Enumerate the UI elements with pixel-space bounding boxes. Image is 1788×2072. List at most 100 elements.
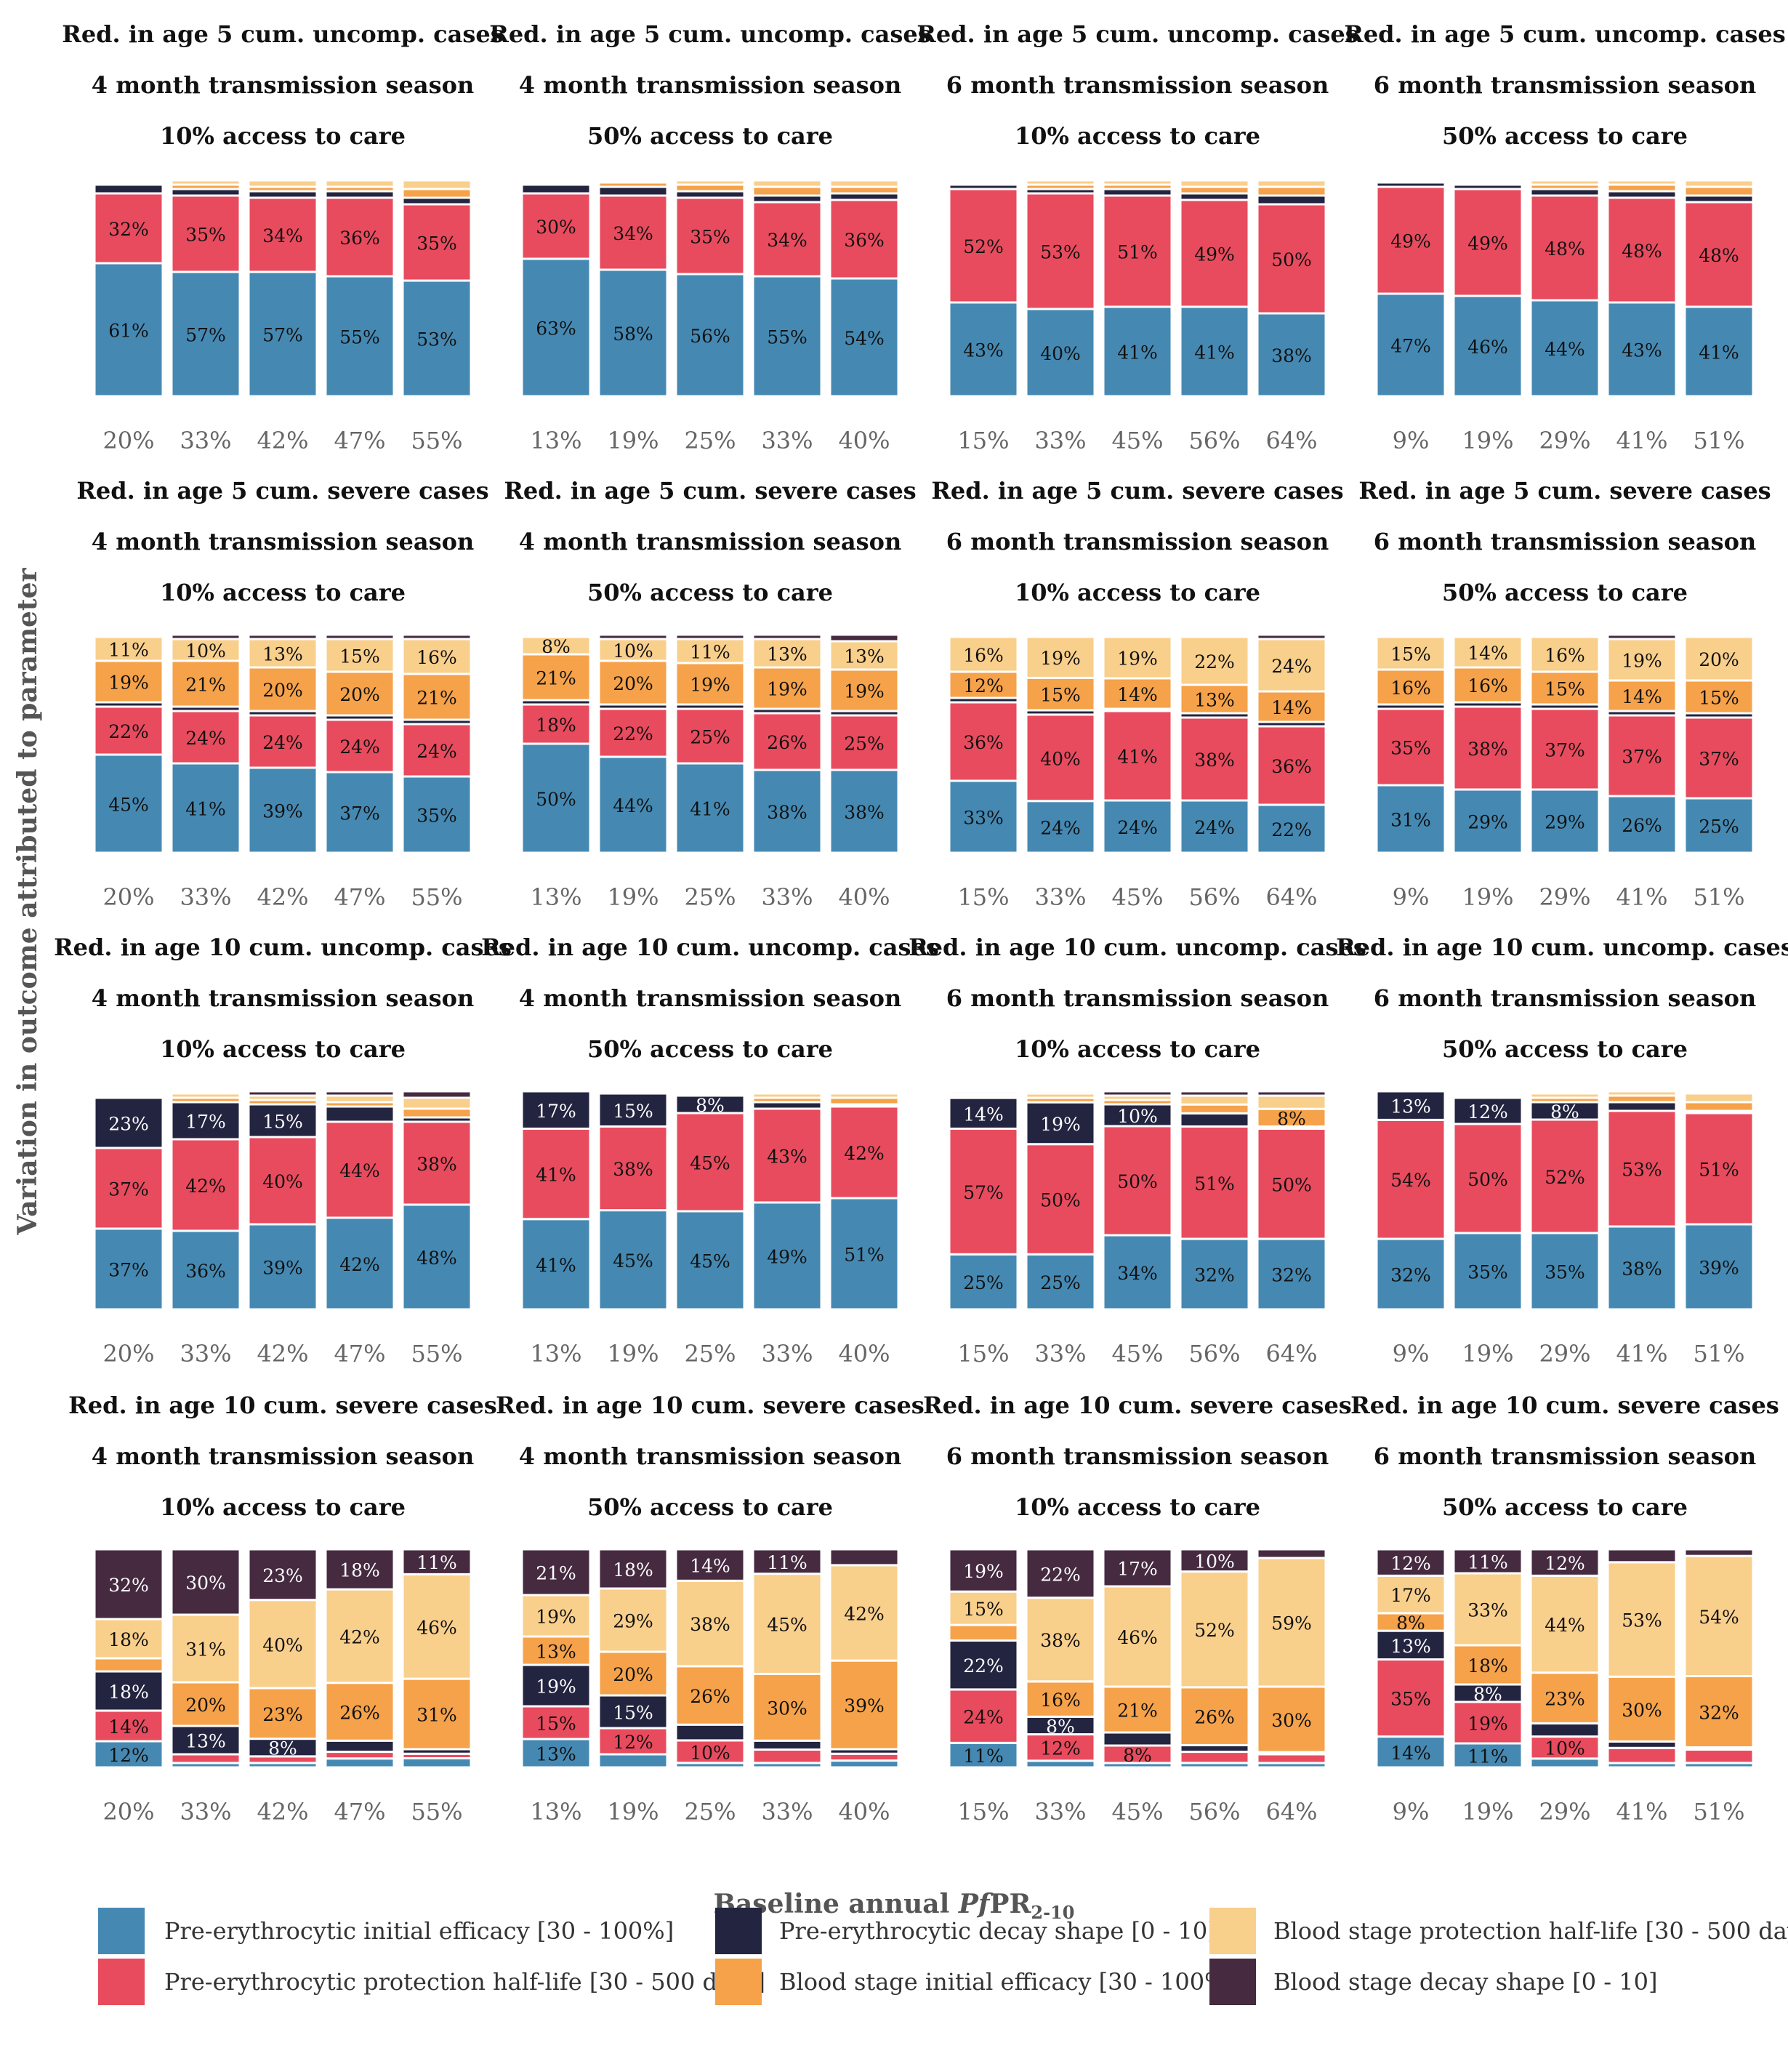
- legend-label-bs_decay: Blood stage decay shape [0 - 10]: [1273, 1968, 1658, 1996]
- data-label: 24%: [1194, 817, 1235, 838]
- panel-title-line: 6 month transmission season: [1374, 984, 1756, 1012]
- panel-9: Red. in age 10 cum. uncomp. cases 4 month…: [54, 933, 512, 1368]
- bar-segment-pre_hl: [93, 1147, 164, 1230]
- x-tick-label: 41%: [1616, 1798, 1667, 1826]
- data-label: 19%: [108, 672, 149, 694]
- bar-segment-pre_init: [752, 275, 823, 398]
- panel-title-line: 10% access to care: [160, 122, 406, 150]
- bar-segment-bs_init: [597, 1650, 669, 1697]
- data-label: 16%: [963, 645, 1004, 666]
- bar-segment-pre_hl: [324, 196, 395, 278]
- bar-segment-pre_hl: [1025, 1733, 1096, 1762]
- data-label: 42%: [185, 1176, 226, 1197]
- x-tick-label: 19%: [1462, 427, 1513, 454]
- data-label: 11%: [963, 1746, 1004, 1767]
- data-label: 13%: [844, 646, 885, 667]
- legend-swatch-pre_init: [98, 1908, 145, 1954]
- bar-segment-pre_hl: [401, 723, 472, 778]
- x-tick-label: 33%: [761, 1340, 813, 1368]
- bar-segment-pre_init: [170, 1229, 241, 1311]
- data-label: 15%: [1390, 644, 1431, 665]
- bar-segment-pre_init: [247, 270, 318, 398]
- data-label: 23%: [108, 1114, 149, 1135]
- data-label: 8%: [268, 1738, 297, 1759]
- bar-segment-pre_init: [1452, 1742, 1523, 1769]
- bar-segment-bs_init: [1179, 1103, 1250, 1115]
- panel-title-line: 50% access to care: [587, 1035, 833, 1063]
- data-label: 12%: [1467, 1101, 1508, 1123]
- data-label: 41%: [690, 799, 730, 820]
- data-label: 45%: [690, 1251, 730, 1272]
- bar-segment-pre_decay: [1452, 1096, 1523, 1125]
- panel-title-line: Red. in age 5 cum. uncomp. cases: [62, 20, 504, 48]
- data-label: 20%: [185, 1695, 226, 1716]
- panel-title-line: 50% access to care: [587, 122, 833, 150]
- bar-segment-pre_init: [324, 275, 395, 398]
- bar-segment-bs_hl: [1375, 177, 1446, 182]
- data-label: 15%: [1545, 679, 1585, 700]
- x-tick-label: 25%: [684, 1798, 736, 1826]
- x-tick-label: 20%: [102, 1340, 154, 1368]
- data-label: 51%: [1194, 1173, 1235, 1194]
- data-label: 20%: [262, 680, 303, 701]
- data-label: 16%: [416, 647, 457, 668]
- data-label: 17%: [1117, 1559, 1158, 1580]
- data-label: 54%: [1390, 1170, 1431, 1191]
- bar-segment-bs_decay: [247, 633, 318, 641]
- bar-segment-pre_hl: [1375, 1658, 1446, 1738]
- bar-segment-bs_decay: [752, 633, 823, 641]
- panel-title-line: 10% access to care: [160, 579, 406, 606]
- x-tick-label: 19%: [607, 1798, 659, 1826]
- bar-segment-bs_init: [401, 1107, 472, 1119]
- bar-segment-bs_decay: [93, 633, 164, 638]
- data-label: 48%: [1699, 245, 1739, 266]
- data-label: 26%: [767, 732, 808, 753]
- data-label: 14%: [963, 1104, 1004, 1125]
- bar-segment-pre_init: [1452, 788, 1523, 854]
- data-label: 36%: [339, 228, 380, 249]
- x-tick-label: 42%: [257, 1340, 308, 1368]
- data-label: 20%: [339, 684, 380, 705]
- x-tick-label: 13%: [530, 1340, 581, 1368]
- bar-segment-bs_decay: [401, 1090, 472, 1099]
- data-label: 18%: [108, 1629, 149, 1650]
- data-label: 24%: [1117, 817, 1158, 838]
- data-label: 8%: [1473, 1684, 1502, 1705]
- x-tick-label: 25%: [684, 883, 736, 911]
- bar-segment-bs_decay: [597, 1548, 669, 1590]
- x-tick-label: 33%: [761, 1798, 813, 1826]
- bar-segment-bs_init: [1452, 666, 1523, 704]
- bar-segment-pre_decay: [247, 1738, 318, 1758]
- data-label: 31%: [416, 1705, 457, 1726]
- x-tick-label: 13%: [530, 1798, 581, 1826]
- legend-label-pre_hl: Pre-erythrocytic protection half-life [3…: [164, 1968, 766, 1996]
- data-label: 19%: [536, 1607, 576, 1628]
- x-tick-label: 15%: [957, 1798, 1009, 1826]
- bar-segment-pre_decay: [597, 1694, 669, 1730]
- x-tick-label: 47%: [334, 1340, 385, 1368]
- bar-segment-pre_init: [401, 1203, 472, 1311]
- data-label: 52%: [1545, 1167, 1585, 1188]
- data-label: 43%: [767, 1147, 808, 1168]
- x-tick-label: 19%: [1462, 1340, 1513, 1368]
- x-tick-label: 45%: [1111, 1798, 1163, 1826]
- data-label: 8%: [541, 636, 571, 657]
- data-label: 32%: [1699, 1702, 1739, 1723]
- data-label: 23%: [262, 1565, 303, 1586]
- bar-segment-pre_init: [1452, 1232, 1523, 1311]
- bar-segment-bs_decay: [1179, 177, 1250, 182]
- bar-segment-pre_hl: [1179, 1125, 1250, 1240]
- data-label: 32%: [1271, 1265, 1312, 1286]
- data-label: 19%: [1622, 651, 1662, 672]
- bar-segment-bs_decay: [1529, 1090, 1600, 1095]
- bar-segment-pre_init: [93, 262, 164, 398]
- bar-segment-pre_hl: [752, 201, 823, 278]
- bar-segment-bs_decay: [1256, 633, 1327, 641]
- bar-segment-pre_init: [597, 755, 669, 854]
- bar-segment-bs_init: [1256, 185, 1327, 197]
- data-label: 55%: [767, 327, 808, 348]
- bar-segment-bs_init: [401, 1677, 472, 1751]
- data-label: 34%: [613, 223, 653, 244]
- bar-segment-bs_hl: [520, 1594, 592, 1638]
- data-label: 13%: [185, 1731, 226, 1752]
